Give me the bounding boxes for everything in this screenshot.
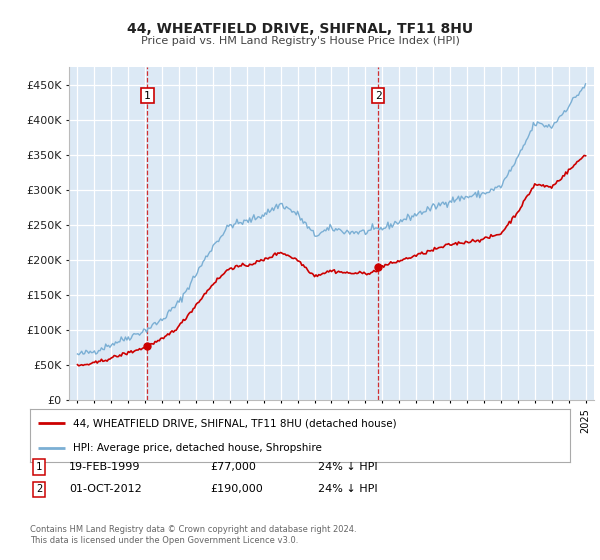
Text: HPI: Average price, detached house, Shropshire: HPI: Average price, detached house, Shro… <box>73 442 322 452</box>
Text: 44, WHEATFIELD DRIVE, SHIFNAL, TF11 8HU (detached house): 44, WHEATFIELD DRIVE, SHIFNAL, TF11 8HU … <box>73 418 397 428</box>
Text: £77,000: £77,000 <box>210 462 256 472</box>
Text: £190,000: £190,000 <box>210 484 263 494</box>
Text: 24% ↓ HPI: 24% ↓ HPI <box>318 462 377 472</box>
Text: 44, WHEATFIELD DRIVE, SHIFNAL, TF11 8HU: 44, WHEATFIELD DRIVE, SHIFNAL, TF11 8HU <box>127 22 473 36</box>
Text: 24% ↓ HPI: 24% ↓ HPI <box>318 484 377 494</box>
Text: 01-OCT-2012: 01-OCT-2012 <box>69 484 142 494</box>
Text: Contains HM Land Registry data © Crown copyright and database right 2024.
This d: Contains HM Land Registry data © Crown c… <box>30 525 356 545</box>
Text: Price paid vs. HM Land Registry's House Price Index (HPI): Price paid vs. HM Land Registry's House … <box>140 36 460 46</box>
Text: 2: 2 <box>374 91 382 101</box>
Text: 1: 1 <box>36 462 42 472</box>
Text: 19-FEB-1999: 19-FEB-1999 <box>69 462 140 472</box>
Text: 2: 2 <box>36 484 42 494</box>
Text: 1: 1 <box>144 91 151 101</box>
